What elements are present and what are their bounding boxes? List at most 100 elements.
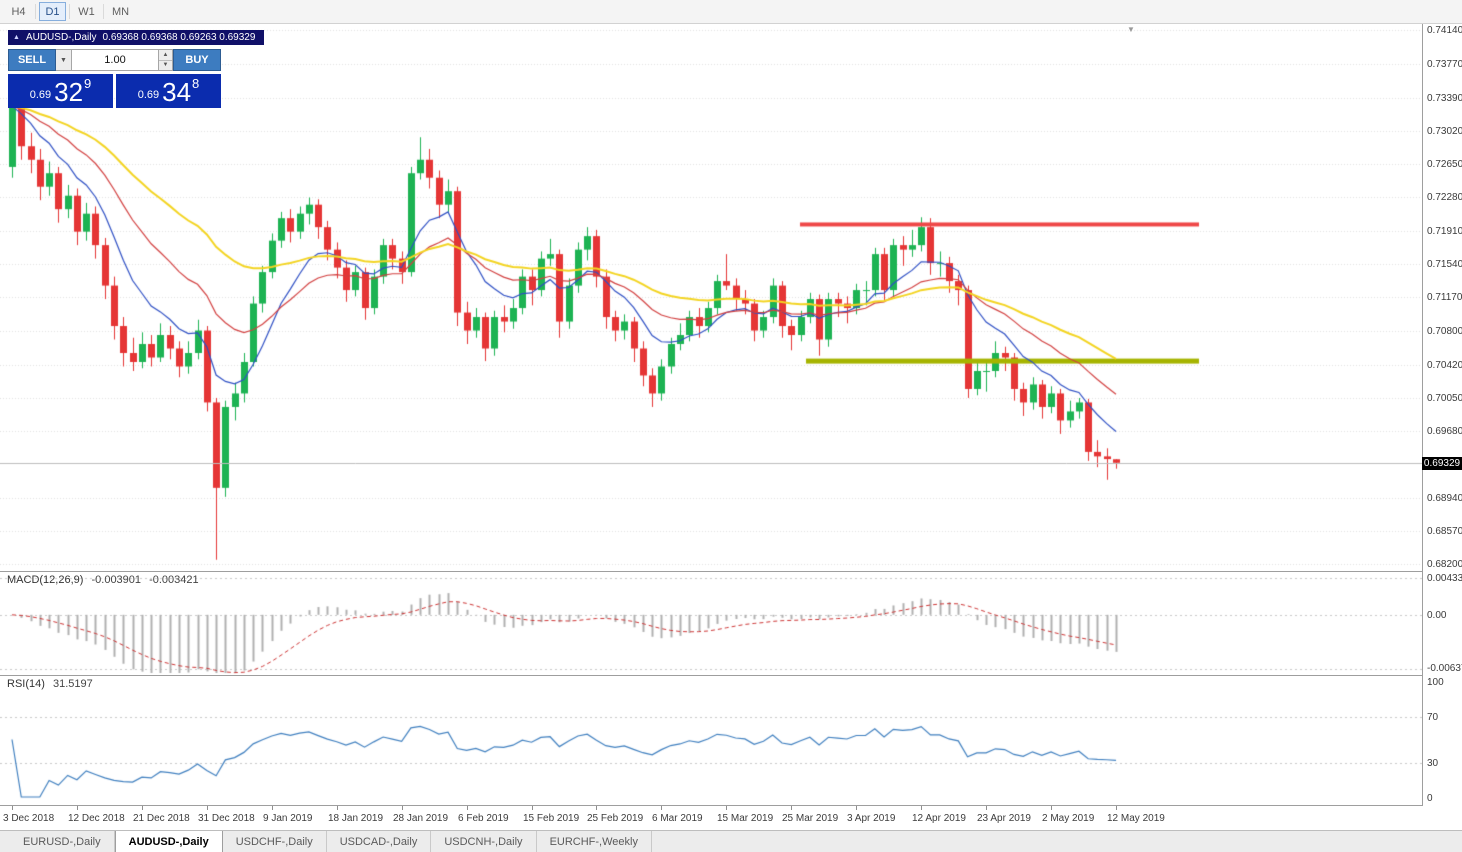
time-label: 25 Mar 2019 — [782, 813, 839, 824]
time-tick — [532, 806, 533, 810]
macd-axis-label: 0.004331 — [1427, 573, 1462, 584]
trade-prices-row: 0.69 32 9 0.69 34 8 — [8, 74, 221, 108]
price-tick-label: 0.70800 — [1427, 325, 1462, 337]
time-label: 15 Mar 2019 — [717, 813, 774, 824]
toolbar-separator — [69, 4, 70, 19]
timeframe-button-w1[interactable]: W1 — [78, 5, 95, 18]
price-axis[interactable]: 0.74140 0.73770 0.73390 0.73020 0.72650 0.722… — [1422, 24, 1462, 806]
toolbar-separator — [35, 4, 36, 19]
time-tick — [726, 806, 727, 810]
rsi-header: RSI(14) 31.5197 — [7, 678, 93, 690]
volume-input[interactable] — [72, 49, 159, 71]
time-tick — [986, 806, 987, 810]
sell-price-button[interactable]: 0.69 32 9 — [8, 74, 113, 108]
time-label: 3 Dec 2018 — [3, 813, 55, 824]
time-tick — [856, 806, 857, 810]
price-chart-canvas[interactable] — [0, 24, 1422, 571]
sell-price-big-digits: 32 — [54, 77, 84, 107]
time-tick — [337, 806, 338, 810]
chart-tab-eurusddaily[interactable]: EURUSD-,Daily — [10, 831, 115, 852]
toolbar-separator — [103, 4, 104, 19]
price-tick-label: 0.70050 — [1427, 392, 1462, 404]
time-axis-divider — [0, 805, 1462, 806]
price-tick-label: 0.71540 — [1427, 259, 1462, 270]
time-tick — [791, 806, 792, 810]
rsi-value: 31.5197 — [52, 678, 93, 690]
time-tick — [207, 806, 208, 810]
chart-symbol-label: AUDUSD-,Daily — [25, 31, 97, 43]
chart-tab-usdchfdaily[interactable]: USDCHF-,Daily — [223, 831, 327, 852]
price-tick-label: 0.72650 — [1427, 159, 1462, 171]
time-tick — [402, 806, 403, 810]
price-tick-label: 0.70420 — [1427, 359, 1462, 371]
time-axis[interactable]: 3 Dec 2018 12 Dec 2018 21 Dec 2018 31 Dec 2… — [0, 806, 1462, 830]
time-label: 15 Feb 2019 — [523, 813, 580, 824]
time-label: 21 Dec 2018 — [133, 813, 190, 824]
price-tick-label: 0.73390 — [1427, 92, 1462, 104]
price-tick-label: 0.68200 — [1427, 559, 1462, 571]
buy-price-button[interactable]: 0.69 34 8 — [116, 74, 221, 108]
rsi-panel-canvas[interactable] — [0, 676, 1422, 805]
chart-tab-eurchfweekly[interactable]: EURCHF-,Weekly — [537, 831, 652, 852]
price-tick-label: 0.72280 — [1427, 192, 1462, 204]
macd-signal-value: -0.003421 — [149, 574, 199, 586]
volume-dropdown-icon[interactable]: ▼ — [56, 49, 72, 71]
price-tick-label: 0.69680 — [1427, 426, 1462, 438]
rsi-panel-divider[interactable] — [0, 675, 1462, 676]
collapse-icon[interactable]: ▲ — [13, 34, 20, 41]
time-label: 9 Jan 2019 — [263, 813, 313, 824]
chart-tab-usdcaddaily[interactable]: USDCAD-,Daily — [327, 831, 432, 852]
rsi-axis-label: 30 — [1427, 757, 1439, 769]
time-label: 31 Dec 2018 — [198, 813, 255, 824]
time-label: 12 Dec 2018 — [68, 813, 125, 824]
buy-price-prefix: 0.69 — [137, 89, 160, 101]
time-tick — [77, 806, 78, 810]
time-tick — [12, 806, 13, 810]
volume-stepper: ▲ ▼ — [159, 49, 173, 71]
timeframe-button-mn[interactable]: MN — [111, 5, 130, 18]
chart-tab-audusddaily[interactable]: AUDUSD-,Daily — [114, 831, 223, 852]
volume-increase-icon[interactable]: ▲ — [159, 50, 172, 61]
chart-title-bar: ▲ AUDUSD-,Daily 0.69368 0.69368 0.69263 … — [8, 30, 265, 45]
timeframe-toolbar: H4 D1 W1 MN — [0, 0, 1462, 24]
buy-price-pip-digit: 8 — [192, 76, 200, 91]
macd-header: MACD(12,26,9) -0.003901 -0.003421 — [7, 574, 199, 586]
trade-controls-row: SELL ▼ ▲ ▼ BUY — [8, 49, 221, 71]
price-tick-label: 0.73770 — [1427, 58, 1462, 70]
buy-button[interactable]: BUY — [173, 49, 221, 71]
macd-axis-label: 0.00 — [1427, 609, 1447, 621]
time-label: 12 Apr 2019 — [912, 813, 966, 824]
price-tick-label: 0.73020 — [1427, 125, 1462, 137]
macd-indicator-name: MACD(12,26,9) — [7, 574, 84, 586]
time-tick — [467, 806, 468, 810]
macd-main-value: -0.003901 — [91, 574, 142, 586]
rsi-indicator-name: RSI(14) — [7, 678, 45, 690]
time-label: 12 May 2019 — [1107, 813, 1165, 824]
macd-axis-label: -0.006373 — [1427, 663, 1462, 674]
time-label: 28 Jan 2019 — [393, 813, 449, 824]
volume-decrease-icon[interactable]: ▼ — [159, 60, 172, 70]
chart-tab-bar: EURUSD-,Daily AUDUSD-,Daily USDCHF-,Daily U… — [0, 830, 1462, 852]
sell-price-prefix: 0.69 — [29, 89, 52, 101]
timeframe-button-d1[interactable]: D1 — [39, 2, 66, 21]
macd-panel-divider[interactable] — [0, 571, 1462, 572]
macd-panel-canvas[interactable] — [0, 572, 1422, 675]
time-tick — [661, 806, 662, 810]
tab-bar-spacer — [0, 831, 10, 852]
rsi-axis-label: 100 — [1427, 677, 1444, 688]
chart-tab-usdcnhdaily[interactable]: USDCNH-,Daily — [431, 831, 537, 852]
time-label: 6 Mar 2019 — [652, 813, 703, 824]
time-tick — [142, 806, 143, 810]
price-axis-border — [1422, 24, 1423, 806]
time-tick — [921, 806, 922, 810]
price-tick-label: 0.71910 — [1427, 225, 1462, 237]
rsi-axis-label: 0 — [1427, 793, 1433, 804]
buy-price-big-digits: 34 — [162, 77, 192, 107]
sell-button[interactable]: SELL — [8, 49, 56, 71]
timeframe-button-h4[interactable]: H4 — [11, 5, 26, 18]
one-click-trading-panel: SELL ▼ ▲ ▼ BUY 0.69 32 9 0.69 34 8 — [8, 49, 221, 108]
time-label: 2 May 2019 — [1042, 813, 1095, 824]
time-label: 6 Feb 2019 — [458, 813, 509, 824]
chart-ohlc-values: 0.69368 0.69368 0.69263 0.69329 — [102, 31, 256, 43]
